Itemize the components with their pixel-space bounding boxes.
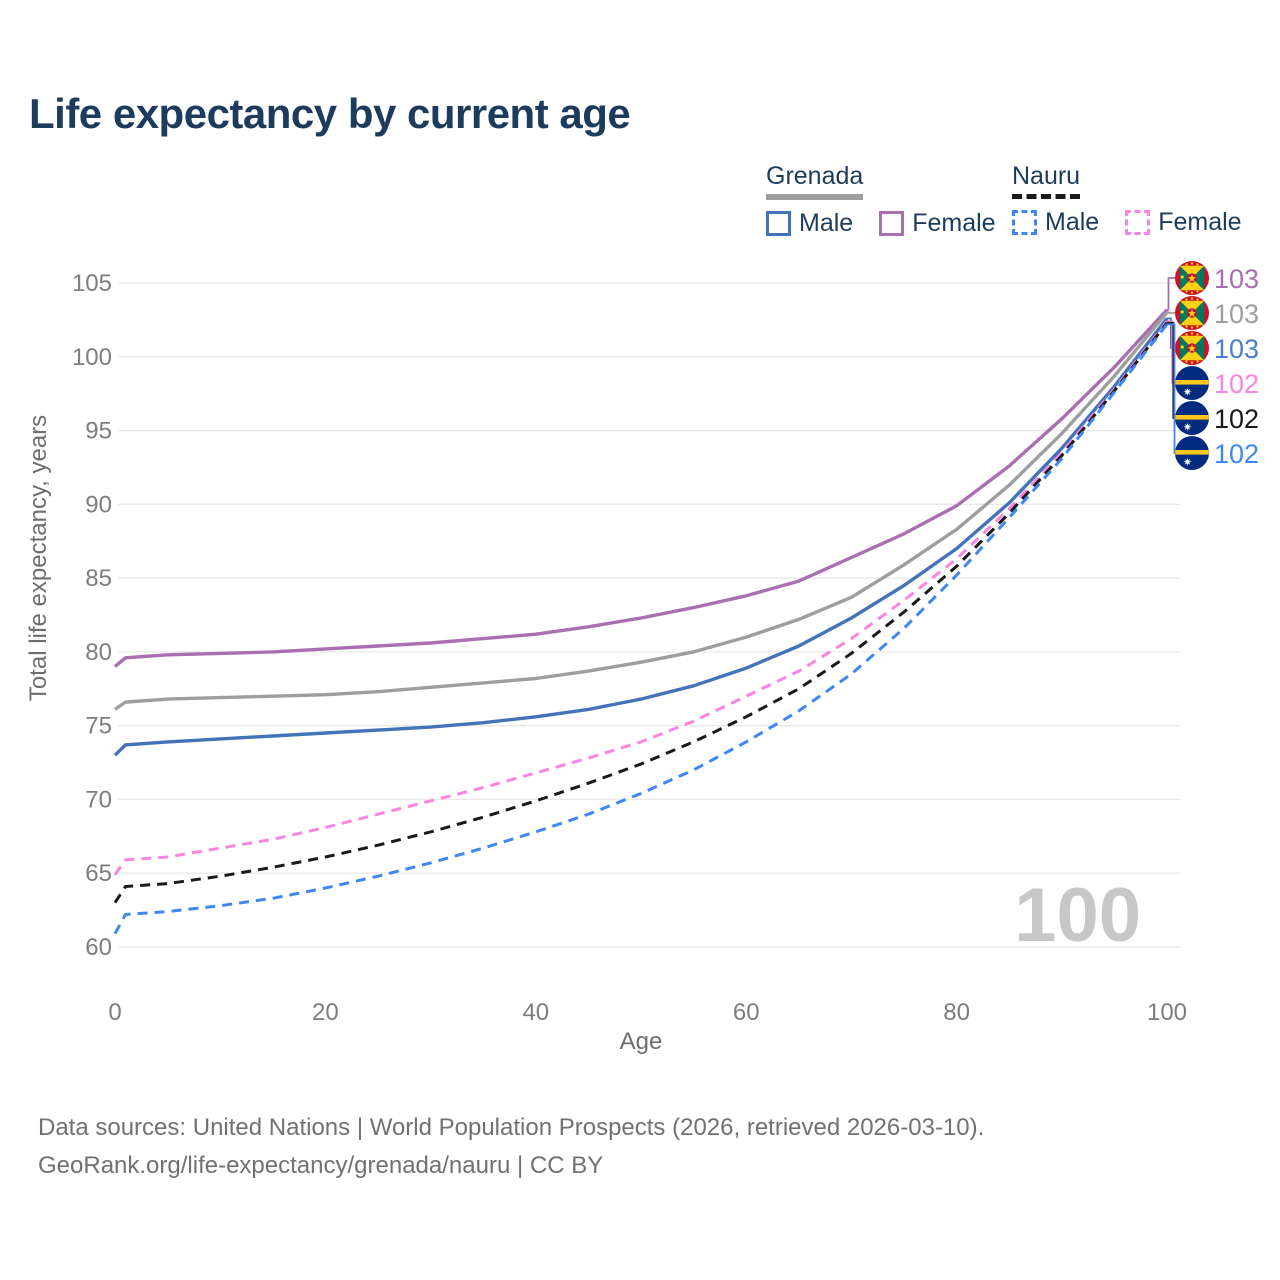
legend-group-nauru: Nauru Male Female [1012, 162, 1242, 237]
legend-group-grenada: Grenada Male Female [766, 162, 996, 238]
grenada-female-swatch-icon [879, 211, 905, 236]
end-value-label: 102 [1214, 439, 1259, 469]
footer-source-line: Data sources: United Nations | World Pop… [38, 1114, 985, 1141]
nauru-flag-icon [1175, 366, 1209, 400]
grenada-flag-icon [1175, 296, 1209, 330]
legend-item-nauru-male[interactable]: Male [1012, 208, 1099, 237]
grenada-flag-icon [1175, 331, 1209, 365]
y-tick-label: 100 [72, 344, 112, 371]
y-axis-title: Total life expectancy, years [25, 415, 52, 701]
legend-country-nauru[interactable]: Nauru [1012, 162, 1081, 199]
legend-item-grenada-female[interactable]: Female [879, 209, 996, 238]
nauru-female-swatch-icon [1125, 210, 1151, 235]
y-tick-label: 80 [85, 639, 112, 666]
y-tick-label: 105 [72, 270, 112, 297]
label-connector [1167, 323, 1176, 454]
grenada-flag-icon [1175, 261, 1209, 295]
nauru-flag-icon [1175, 401, 1209, 435]
series-line-grenada-male[interactable] [113, 317, 1169, 757]
legend-label: Female [1158, 208, 1242, 236]
page-title: Life expectancy by current age [29, 90, 631, 137]
y-tick-label: 95 [85, 418, 112, 445]
x-tick-label: 80 [943, 999, 970, 1026]
series-line-nauru-male[interactable] [113, 323, 1169, 935]
end-value-label: 102 [1214, 404, 1259, 434]
footer: Data sources: United Nations | World Pop… [38, 1109, 984, 1185]
footer-url-line: GeoRank.org/life-expectancy/grenada/naur… [38, 1152, 604, 1179]
legend-label: Male [799, 209, 854, 237]
label-connector [1167, 277, 1175, 311]
age-watermark: 100 [1014, 873, 1141, 958]
grenada-male-swatch-icon [766, 211, 791, 236]
x-tick-label: 100 [1147, 999, 1187, 1026]
y-tick-label: 75 [85, 713, 112, 740]
legend-label: Male [1045, 208, 1100, 236]
series-line-nauru-both-sexes[interactable] [113, 321, 1169, 904]
end-value-label: 103 [1214, 334, 1259, 364]
x-tick-label: 0 [108, 999, 121, 1026]
x-axis-title: Age [620, 1028, 663, 1055]
x-tick-label: 40 [522, 999, 549, 1026]
y-tick-label: 70 [85, 786, 112, 813]
life-expectancy-line-chart[interactable]: 100 60 65 70 75 80 85 90 95 100 105 0 20 40 60 80 100 Age… [0, 0, 1280, 1080]
x-tick-label: 20 [312, 999, 339, 1026]
end-value-label: 103 [1214, 299, 1259, 329]
series-line-grenada-both-sexes[interactable] [114, 311, 1169, 711]
nauru-flag-icon [1175, 436, 1209, 470]
legend-item-grenada-male[interactable]: Male [766, 209, 853, 238]
y-tick-label: 65 [85, 860, 112, 887]
y-tick-label: 85 [85, 565, 112, 592]
legend-country-grenada[interactable]: Grenada [766, 162, 864, 200]
end-value-label: 103 [1214, 264, 1259, 294]
y-tick-label: 60 [85, 934, 112, 961]
x-tick-label: 60 [733, 999, 760, 1026]
legend-item-nauru-female[interactable]: Female [1125, 208, 1242, 237]
legend-label: Female [912, 209, 996, 237]
series-line-nauru-female[interactable] [113, 320, 1169, 876]
y-tick-label: 90 [85, 491, 112, 518]
end-value-label: 102 [1214, 369, 1259, 399]
label-connector [1167, 311, 1175, 314]
nauru-male-swatch-icon [1012, 210, 1037, 235]
series-line-grenada-female[interactable] [113, 308, 1169, 668]
